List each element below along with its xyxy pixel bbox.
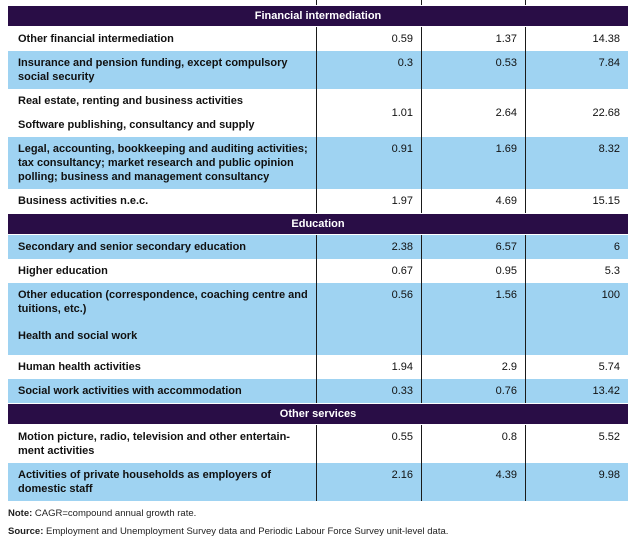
row-value: 0.59 [316, 27, 421, 51]
row-value: 1.94 [316, 355, 421, 379]
row-label: Higher education [18, 265, 108, 277]
table-row: Health and social work [8, 321, 628, 355]
row-value: 2.38 [316, 235, 421, 259]
table-row: Higher education 0.67 0.95 5.3 [8, 259, 628, 283]
row-value: 6 [525, 235, 628, 259]
row-value: 5.3 [525, 259, 628, 283]
row-value: 22.68 [525, 89, 628, 137]
row-label: Other financial intermediation [18, 33, 174, 45]
table-row: Human health activities 1.94 2.9 5.74 [8, 355, 628, 379]
row-label: Insurance and pension funding, except co… [18, 57, 288, 83]
table-row: Other financial intermediation 0.59 1.37 14… [8, 27, 628, 51]
row-value: 1.97 [316, 189, 421, 213]
row-label: Health and social work [18, 330, 138, 342]
row-value: 1.56 [421, 283, 525, 321]
table-row: Business activities n.e.c. 1.97 4.69 15.15 [8, 189, 628, 213]
row-value-text: 22.68 [592, 107, 620, 119]
row-value: 0.8 [421, 425, 525, 463]
row-value: 1.01 [316, 89, 421, 137]
table-row: Motion picture, radio, television and ot… [8, 425, 628, 463]
cagr-table: Financial intermediation Other financial … [8, 0, 628, 501]
row-value: 15.15 [525, 189, 628, 213]
row-value: 0.55 [316, 425, 421, 463]
cropped-cell [8, 0, 316, 5]
row-label: Real estate, renting and business activi… [8, 89, 316, 137]
row-value: 0.3 [316, 51, 421, 89]
row-label: Motion picture, radio, television and ot… [18, 431, 290, 457]
row-value: 0.56 [316, 283, 421, 321]
note-label: Note: [8, 508, 33, 519]
row-value: 0.67 [316, 259, 421, 283]
row-label-line: Software publishing, consultancy and sup… [18, 119, 255, 131]
note-text: CAGR=compound annual growth rate. [34, 508, 197, 519]
row-value: 0.33 [316, 379, 421, 403]
row-label: Secondary and senior secondary education [18, 241, 247, 253]
row-value: 0.95 [421, 259, 525, 283]
row-value [316, 321, 421, 355]
source-label: Source: [8, 526, 44, 537]
source-text: Employment and Unemployment Survey data … [46, 526, 449, 537]
row-value: 13.42 [525, 379, 628, 403]
table-row: Insurance and pension funding, except co… [8, 51, 628, 89]
row-label-line: Real estate, renting and business activi… [18, 95, 243, 107]
row-label: Activities of private households as empl… [18, 469, 272, 495]
row-value: 5.52 [525, 425, 628, 463]
row-value: 9.98 [525, 463, 628, 501]
row-value: 2.16 [316, 463, 421, 501]
row-value: 4.39 [421, 463, 525, 501]
table-row: Legal, accounting, bookkeeping and audit… [8, 137, 628, 189]
row-label: Legal, accounting, bookkeeping and audit… [18, 143, 308, 183]
row-label: Social work activities with accommodatio… [18, 385, 242, 397]
row-value: 6.57 [421, 235, 525, 259]
row-label: Other education (correspondence, coachin… [18, 289, 308, 315]
row-value-text: 2.64 [495, 107, 517, 119]
row-value [421, 321, 525, 355]
row-value: 100 [525, 283, 628, 321]
row-label: Human health activities [18, 361, 141, 373]
table-footnotes: Note: CAGR=compound annual growth rate. … [8, 508, 632, 538]
cropped-cell [316, 0, 421, 5]
row-value: 5.74 [525, 355, 628, 379]
section-header: Other services [8, 403, 628, 425]
row-value: 14.38 [525, 27, 628, 51]
source-line: Source: Employment and Unemployment Surv… [8, 526, 632, 538]
table-row: Secondary and senior secondary education… [8, 235, 628, 259]
table-row: Social work activities with accommodatio… [8, 379, 628, 403]
section-header: Financial intermediation [8, 5, 628, 27]
cropped-cell [525, 0, 628, 5]
table-row: Activities of private households as empl… [8, 463, 628, 501]
row-value: 7.84 [525, 51, 628, 89]
section-header: Education [8, 213, 628, 235]
table-row: Other education (correspondence, coachin… [8, 283, 628, 321]
row-value [525, 321, 628, 355]
row-value: 8.32 [525, 137, 628, 189]
row-value: 2.64 [421, 89, 525, 137]
row-value: 1.37 [421, 27, 525, 51]
row-value: 0.53 [421, 51, 525, 89]
table-row: Real estate, renting and business activi… [8, 89, 628, 137]
row-value: 0.76 [421, 379, 525, 403]
row-value: 1.69 [421, 137, 525, 189]
row-value: 0.91 [316, 137, 421, 189]
row-value-text: 1.01 [391, 107, 413, 119]
row-value: 2.9 [421, 355, 525, 379]
cropped-cell [421, 0, 525, 5]
row-label: Business activities n.e.c. [18, 195, 149, 207]
row-value: 4.69 [421, 189, 525, 213]
note-line: Note: CAGR=compound annual growth rate. [8, 508, 632, 520]
cropped-row-top [8, 0, 628, 5]
